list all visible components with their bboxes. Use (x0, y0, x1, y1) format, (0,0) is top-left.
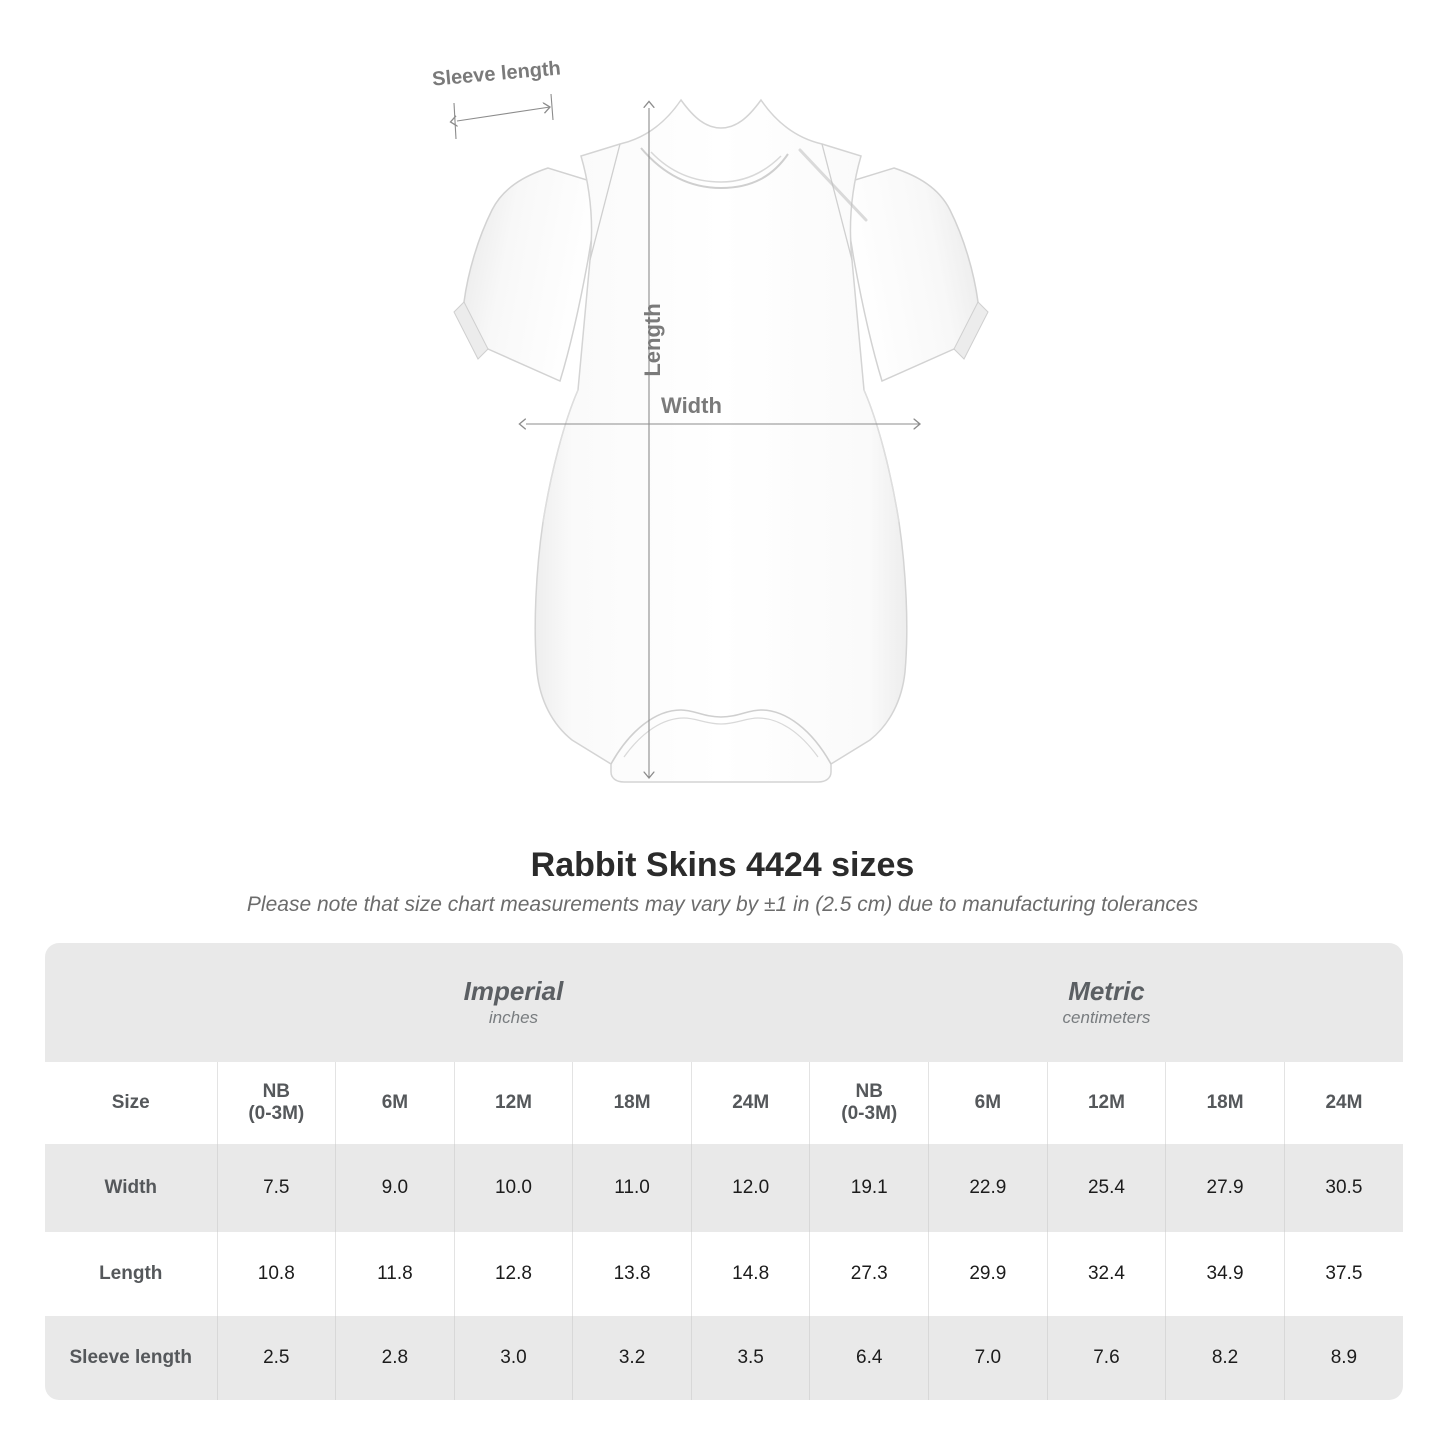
svg-text:Length: Length (640, 303, 665, 376)
svg-text:Sleeve length: Sleeve length (431, 57, 561, 90)
svg-text:Width: Width (661, 393, 722, 418)
